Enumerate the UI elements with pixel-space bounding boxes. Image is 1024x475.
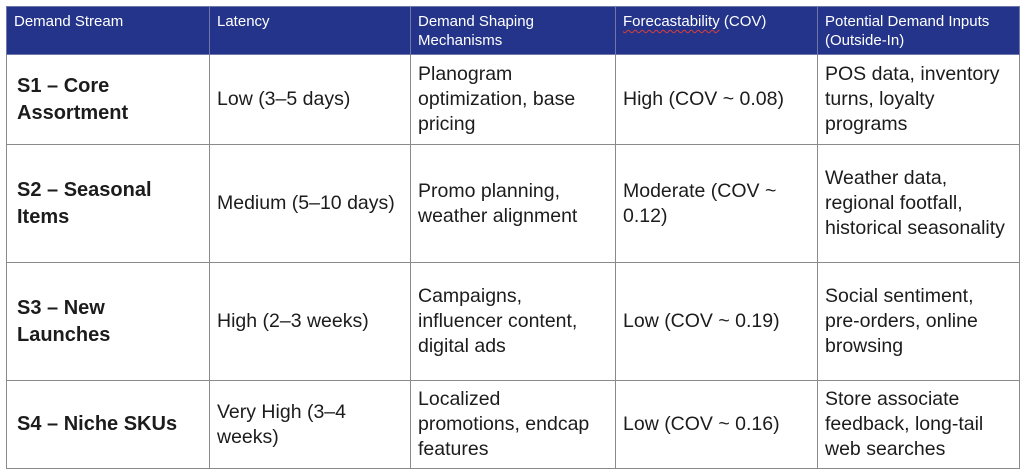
cell-demand-inputs: Store associate feedback, long-tail web … <box>817 380 1020 469</box>
cell-demand-stream: S2 – Seasonal Items <box>6 144 210 263</box>
cell-demand-stream: S3 – New Launches <box>6 262 210 381</box>
cell-demand-inputs: POS data, inventory turns, loyalty progr… <box>817 54 1020 145</box>
header-demand-shaping-mechanisms: Demand Shaping Mechanisms <box>410 6 616 55</box>
cell-forecastability: Low (COV ~ 0.16) <box>615 380 818 469</box>
cell-mechanisms: Localized promotions, endcap features <box>410 380 616 469</box>
cell-mechanisms: Campaigns, influencer content, digital a… <box>410 262 616 381</box>
cell-mechanisms: Promo planning, weather alignment <box>410 144 616 263</box>
header-latency: Latency <box>209 6 411 55</box>
demand-stream-table: Demand Stream Latency Demand Shaping Mec… <box>6 6 1020 469</box>
table-row: S1 – Core Assortment Low (3–5 days) Plan… <box>6 54 1020 145</box>
cell-demand-stream: S4 – Niche SKUs <box>6 380 210 469</box>
header-forecastability-word: Forecastability <box>623 13 720 30</box>
table-row: S3 – New Launches High (2–3 weeks) Campa… <box>6 262 1020 381</box>
table-row: S4 – Niche SKUs Very High (3–4 weeks) Lo… <box>6 380 1020 469</box>
cell-mechanisms: Planogram optimization, base pricing <box>410 54 616 145</box>
table-row: S2 – Seasonal Items Medium (5–10 days) P… <box>6 144 1020 263</box>
cell-latency: Low (3–5 days) <box>209 54 411 145</box>
header-potential-demand-inputs: Potential Demand Inputs (Outside-In) <box>817 6 1020 55</box>
header-demand-stream: Demand Stream <box>6 6 210 55</box>
cell-demand-inputs: Weather data, regional footfall, histori… <box>817 144 1020 263</box>
cell-latency: High (2–3 weeks) <box>209 262 411 381</box>
cell-forecastability: Low (COV ~ 0.19) <box>615 262 818 381</box>
cell-latency: Very High (3–4 weeks) <box>209 380 411 469</box>
header-row: Demand Stream Latency Demand Shaping Mec… <box>6 6 1020 55</box>
header-forecastability-suffix: (COV) <box>719 13 767 30</box>
cell-demand-inputs: Social sentiment, pre-orders, online bro… <box>817 262 1020 381</box>
cell-demand-stream: S1 – Core Assortment <box>6 54 210 145</box>
demand-stream-table-container: Demand Stream Latency Demand Shaping Mec… <box>6 6 1020 469</box>
cell-latency: Medium (5–10 days) <box>209 144 411 263</box>
cell-forecastability: High (COV ~ 0.08) <box>615 54 818 145</box>
header-forecastability: Forecastability (COV) <box>615 6 818 55</box>
cell-forecastability: Moderate (COV ~ 0.12) <box>615 144 818 263</box>
